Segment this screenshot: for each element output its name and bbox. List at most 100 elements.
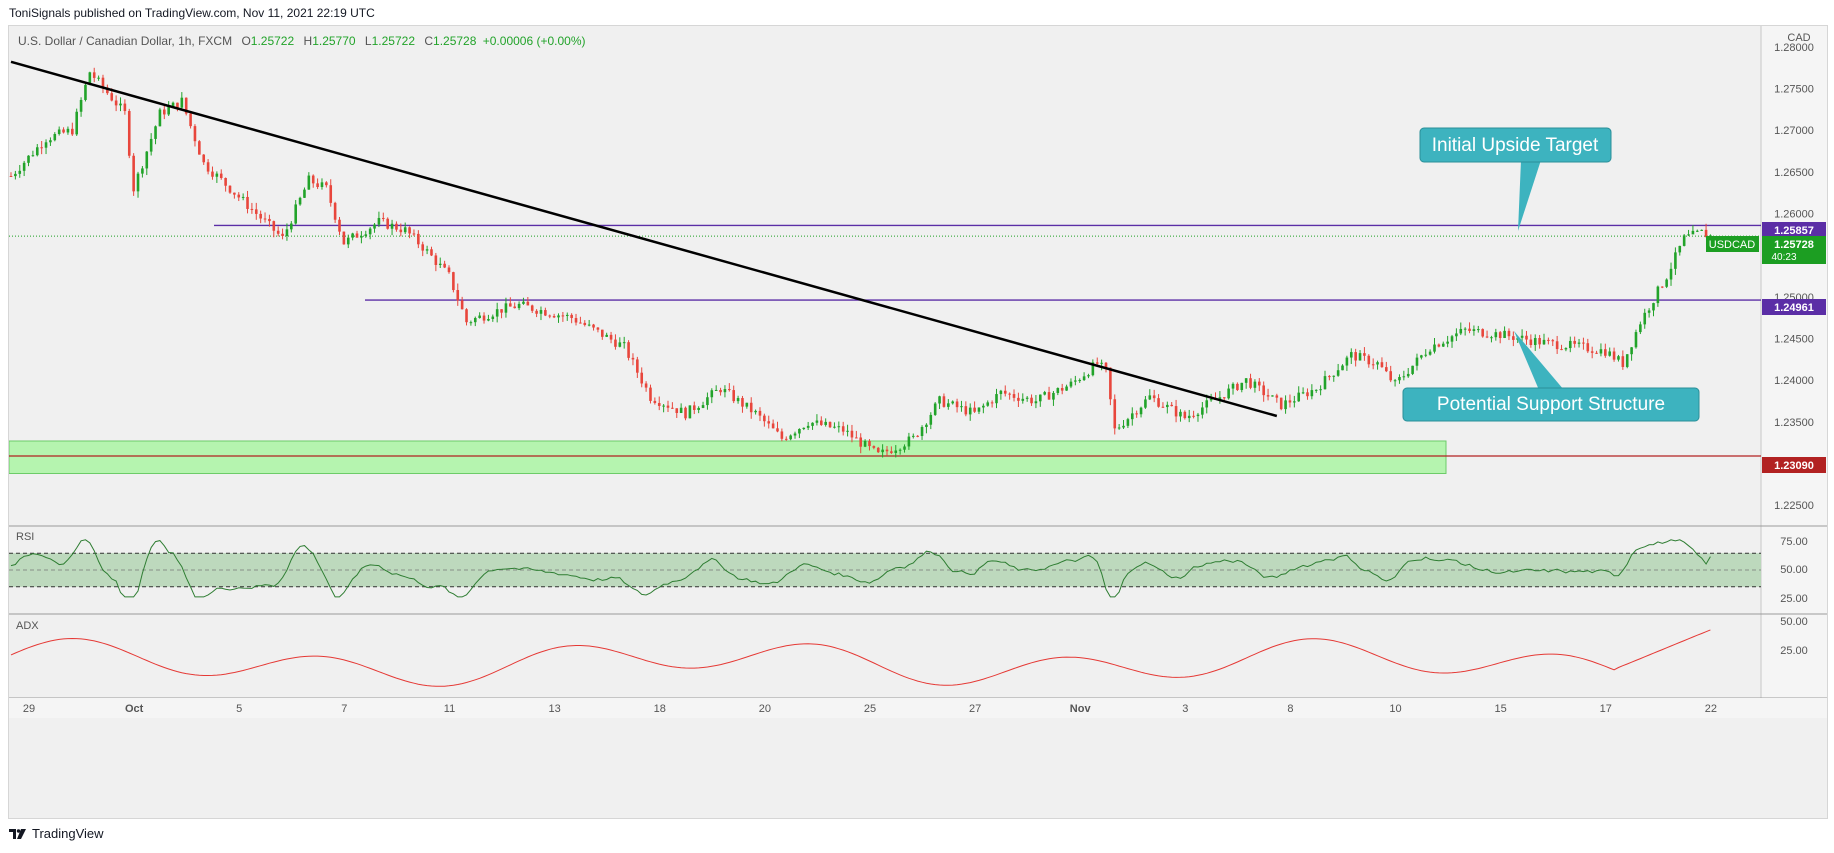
candle-body — [364, 234, 368, 236]
candle-body — [114, 100, 118, 106]
candle-body — [973, 407, 976, 412]
candle-body — [811, 422, 814, 426]
time-tick-label: Oct — [125, 703, 144, 715]
candle-body — [500, 309, 503, 313]
candle-body — [1052, 392, 1055, 400]
candle-body — [272, 221, 276, 231]
candle-body — [1441, 343, 1445, 347]
candle-body — [412, 233, 416, 235]
candle-body — [1503, 330, 1506, 339]
candle-body — [1634, 332, 1638, 348]
candle-body — [697, 407, 700, 410]
candle-body — [688, 405, 692, 419]
candle-body — [749, 402, 753, 413]
candle-body — [49, 140, 52, 143]
candle-body — [526, 301, 530, 306]
candle-body — [1358, 353, 1362, 361]
tradingview-logo-icon — [9, 828, 26, 839]
candle-body — [1047, 392, 1051, 400]
candle-body — [986, 402, 990, 406]
candle-body — [62, 129, 65, 133]
candle-body — [360, 235, 363, 238]
candle-body — [1696, 230, 1699, 232]
candle-body — [1687, 234, 1690, 236]
candle-body — [846, 430, 849, 432]
candle-body — [1039, 394, 1042, 402]
candle-body — [1078, 380, 1082, 382]
candle-body — [710, 390, 714, 398]
candle-body — [443, 263, 446, 268]
candle-body — [657, 403, 661, 406]
candle-body — [1166, 404, 1169, 408]
candle-body — [447, 267, 451, 273]
candle-body — [1389, 371, 1392, 381]
candle-body — [163, 109, 166, 115]
candle-body — [149, 138, 153, 152]
candle-body — [666, 405, 670, 408]
candle-body — [767, 421, 771, 424]
price-scale-column[interactable] — [1761, 26, 1827, 698]
candle-body — [228, 185, 232, 193]
candle-body — [1003, 390, 1007, 394]
candle-body — [1249, 378, 1252, 388]
candle-body — [1130, 413, 1134, 420]
legend-change: +0.00006 (+0.00%) — [482, 34, 586, 48]
candle-body — [123, 103, 127, 112]
candle-body — [728, 389, 731, 391]
candle-body — [276, 230, 280, 234]
candle-body — [1691, 230, 1695, 235]
candle-body — [1183, 411, 1187, 419]
candle-body — [1551, 340, 1555, 342]
candle-body — [158, 109, 162, 127]
price-tick-label: 1.28000 — [1774, 42, 1814, 54]
candle-body — [1573, 340, 1576, 344]
candle-body — [1363, 353, 1366, 356]
price-tick-label: 1.27000 — [1774, 125, 1814, 137]
candle-body — [9, 176, 13, 177]
footer-brand[interactable]: TradingView — [9, 826, 104, 841]
candle-body — [863, 440, 867, 447]
legend-high: 1.25770 — [312, 34, 356, 48]
candle-body — [947, 403, 950, 407]
candle-body — [22, 162, 26, 171]
time-tick-label: 17 — [1600, 703, 1612, 715]
candle-body — [1472, 329, 1476, 332]
candle-body — [579, 322, 582, 324]
candle-body — [771, 423, 775, 429]
candle-body — [184, 97, 188, 114]
candle-body — [399, 229, 403, 233]
adx-line — [10, 629, 1711, 687]
candle-body — [1533, 338, 1537, 346]
candle-body — [1275, 395, 1279, 398]
candle-body — [189, 113, 192, 127]
time-tick-label: 7 — [341, 703, 347, 715]
legend-symbol[interactable]: U.S. Dollar / Canadian Dollar, 1h, FXCM — [18, 34, 233, 48]
candle-body — [587, 324, 591, 326]
candle-body — [14, 173, 17, 177]
candle-body — [719, 389, 722, 393]
candle-body — [583, 322, 587, 325]
candle-body — [692, 405, 696, 410]
candle-body — [1604, 349, 1607, 356]
candle-body — [622, 342, 626, 344]
target-callout-text: Initial Upside Target — [1432, 135, 1599, 156]
time-axis[interactable] — [9, 698, 1827, 718]
candle-body — [548, 315, 552, 317]
candle-body — [1577, 342, 1581, 344]
candle-body — [237, 194, 241, 198]
candle-body — [1279, 397, 1283, 410]
candle-body — [1236, 383, 1239, 391]
chart-canvas[interactable]: 1.280001.275001.270001.265001.260001.255… — [8, 26, 1827, 818]
candle-body — [1328, 376, 1331, 378]
candle-body — [1179, 411, 1182, 417]
candle-body — [820, 420, 823, 425]
candle-body — [990, 402, 994, 404]
candle-body — [714, 389, 718, 391]
candle-body — [311, 175, 315, 184]
candle-body — [1109, 367, 1112, 400]
candle-body — [552, 316, 556, 318]
candle-body — [977, 407, 981, 412]
adx-tick-50: 50.00 — [1780, 616, 1808, 628]
candle-body — [1139, 407, 1143, 415]
legend-low: 1.25722 — [371, 34, 415, 48]
